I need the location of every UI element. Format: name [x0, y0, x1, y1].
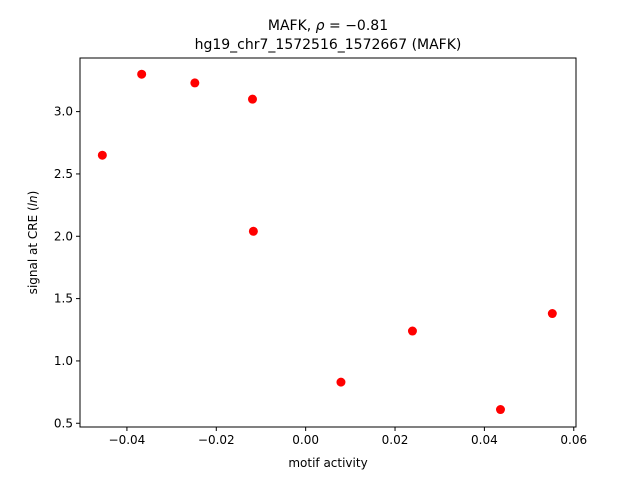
y-tick-label: 1.0 [54, 354, 73, 368]
data-point [97, 150, 107, 160]
y-tick-label: 2.0 [54, 229, 73, 243]
x-tick-label: 0.06 [560, 433, 587, 447]
y-tick-label: 1.5 [54, 292, 73, 306]
y-tick-label: 0.5 [54, 416, 73, 430]
x-tick-label: −0.02 [198, 433, 235, 447]
points-layer [97, 69, 557, 415]
x-tick-label: 0.02 [382, 433, 409, 447]
x-tick-label: 0.00 [292, 433, 319, 447]
chart-title: MAFK, ρ = −0.81 [268, 18, 388, 34]
data-point [336, 377, 346, 387]
y-tick-label: 3.0 [54, 105, 73, 119]
y-tick-label: 2.5 [54, 167, 73, 181]
x-tick-label: 0.04 [471, 433, 498, 447]
chart-subtitle: hg19_chr7_1572516_1572667 (MAFK) [195, 37, 462, 53]
data-point [407, 326, 417, 336]
data-point [190, 78, 200, 88]
data-point [248, 226, 258, 236]
data-point [247, 94, 257, 104]
x-tick-label: −0.04 [109, 433, 146, 447]
y-axis-label: signal at CRE (ln) [26, 191, 40, 295]
data-point [137, 69, 147, 79]
ticks-layer: −0.04 −0.02 0.00 0.02 0.04 0.06 0.5 1.0 1.5 2.0 2.… [54, 105, 587, 447]
data-point [547, 309, 557, 319]
plot-frame [79, 57, 577, 428]
x-axis-label: motif activity [288, 456, 367, 470]
data-point [495, 405, 505, 415]
